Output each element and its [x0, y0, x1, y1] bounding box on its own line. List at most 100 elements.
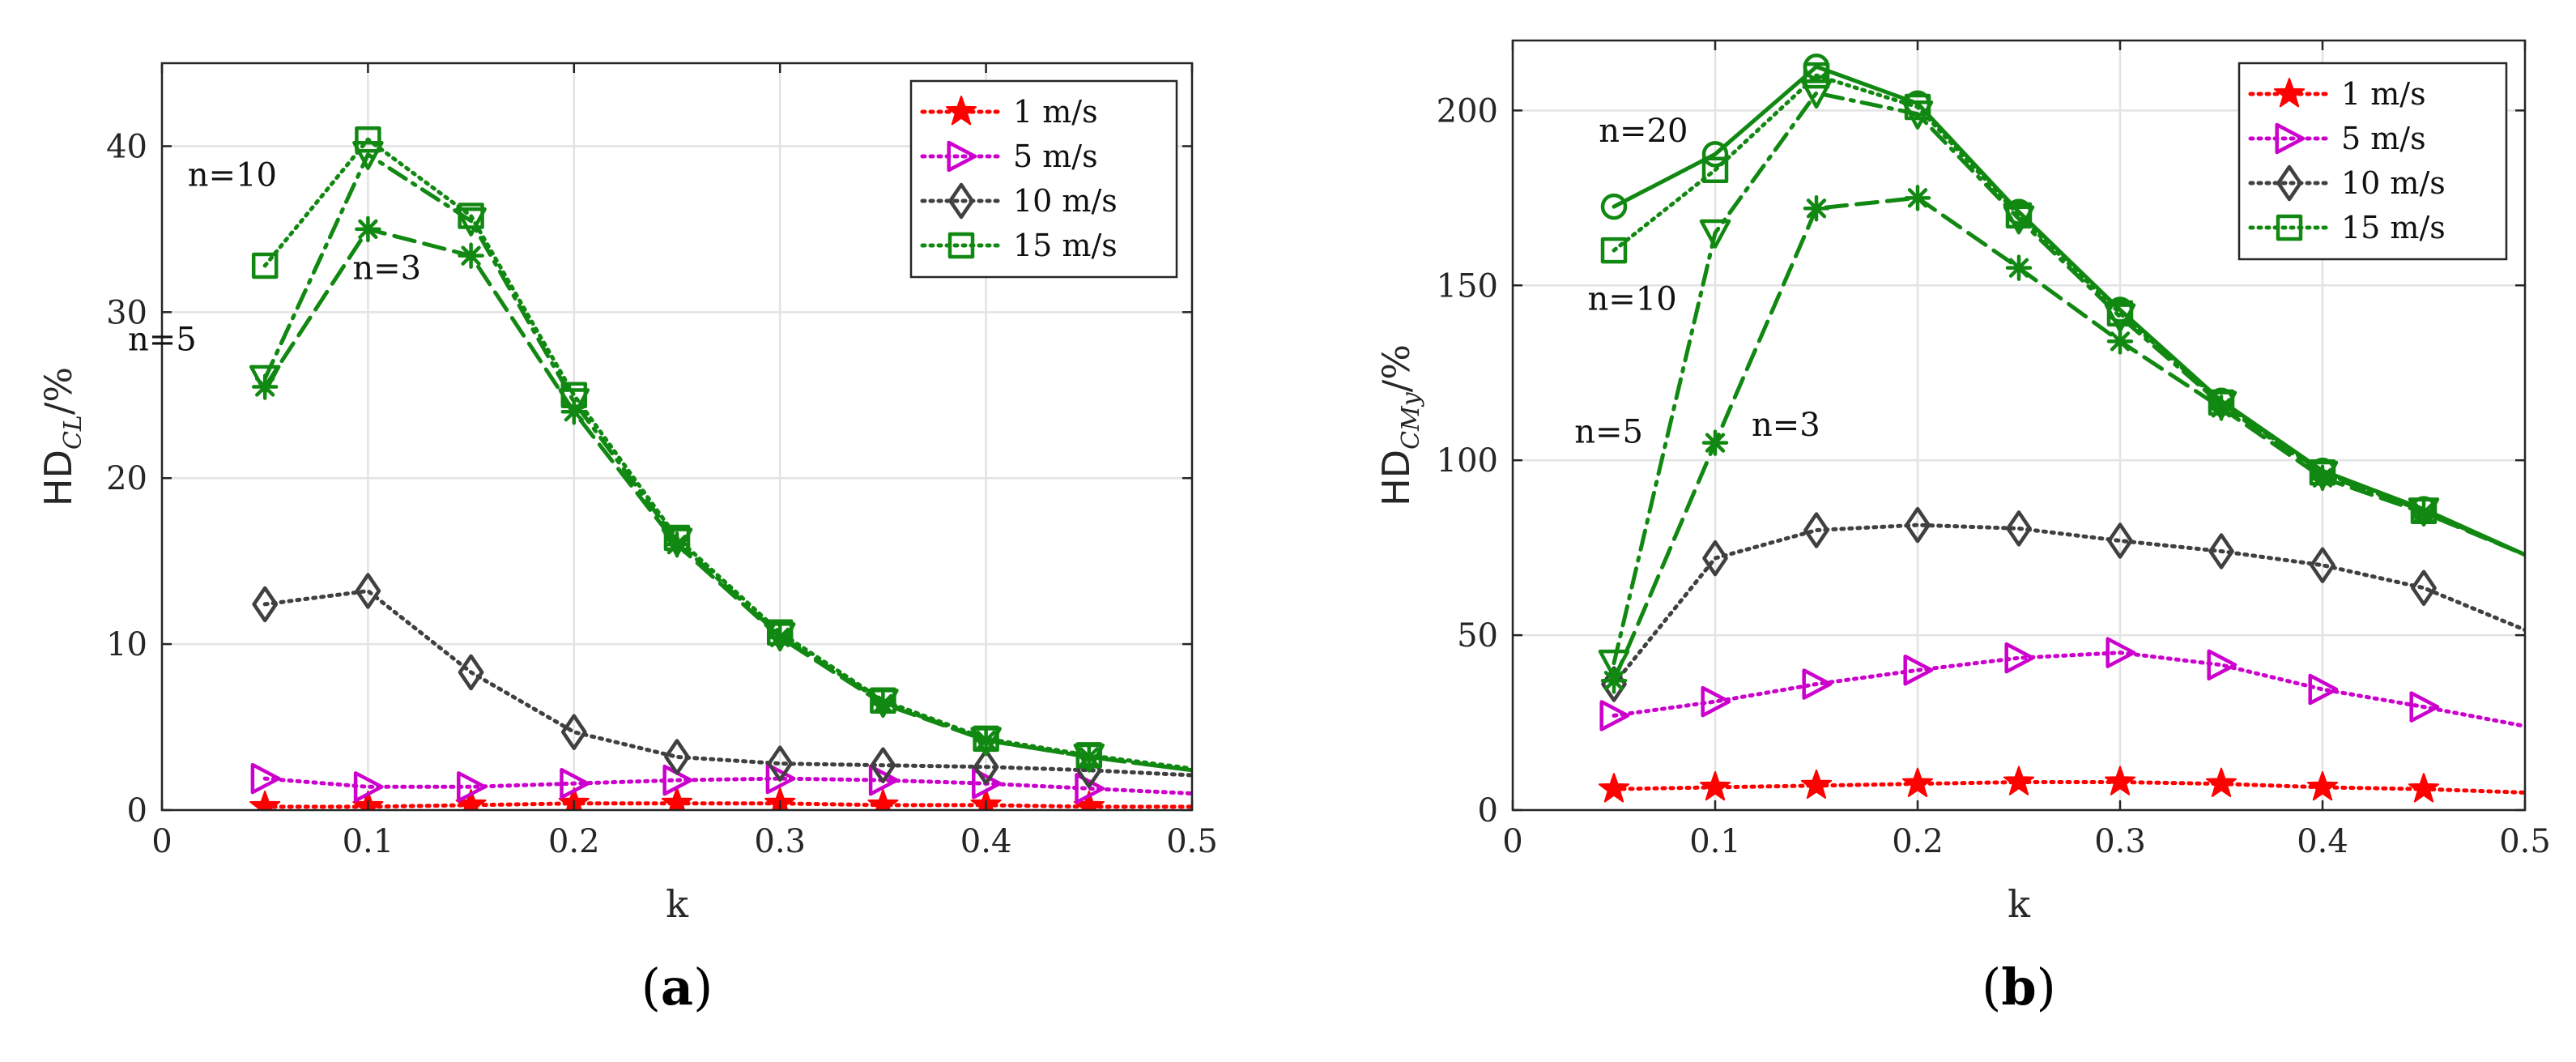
- legend-marker-1: [947, 140, 977, 173]
- panel-label: (b): [1982, 958, 2056, 1017]
- x-tick-label: 0.4: [2297, 823, 2348, 860]
- data-point-3-1: [355, 126, 381, 153]
- legend-marker-3: [947, 232, 975, 259]
- data-point-1-0: [1599, 700, 1630, 731]
- data-point-2-6: [2208, 533, 2234, 569]
- y-tick-label: 150: [1437, 267, 1498, 305]
- legend-marker-0: [945, 96, 977, 126]
- data-point-5-2: [1800, 79, 1833, 109]
- legend-label-0: 1 m/s: [1013, 94, 1098, 130]
- x-tick-label: 0.2: [1892, 823, 1944, 860]
- series-line-5: [1612, 91, 2525, 666]
- data-point-2-0: [1601, 666, 1627, 702]
- data-point-5-5: [766, 624, 794, 651]
- data-point-0-4: [2003, 766, 2035, 795]
- data-point-2-6: [870, 747, 896, 783]
- annotation: n=5: [1574, 414, 1643, 451]
- data-point-1-5: [2106, 637, 2136, 668]
- data-point-1-6: [868, 764, 899, 796]
- y-tick-label: 20: [106, 460, 147, 497]
- legend-label-2: 10 m/s: [1013, 183, 1118, 219]
- y-tick-label: 50: [1457, 617, 1498, 655]
- chart-panel-a: 0 0.1 0.2 0.3 0.4 0.5 0 10 20 30 40 k HDCL/% n=10 n=3 n…: [36, 62, 1218, 1017]
- y-tick-label: 100: [1437, 442, 1498, 480]
- data-point-2-1: [1702, 540, 1728, 577]
- data-point-5-3: [1901, 100, 1934, 130]
- data-point-5-2: [458, 242, 484, 269]
- legend-marker-1: [2275, 122, 2306, 155]
- legend-label-2: 10 m/s: [2341, 165, 2446, 201]
- y-tick-label: 10: [106, 626, 147, 663]
- data-point-3-1: [1701, 141, 1729, 168]
- x-axis-label: k: [2008, 882, 2031, 926]
- data-point-1-3: [560, 767, 590, 800]
- data-point-0-8: [2408, 773, 2440, 803]
- data-point-6-7: [2309, 464, 2336, 492]
- data-point-5-4: [663, 531, 691, 558]
- data-point-1-2: [457, 771, 487, 803]
- annotation: n=20: [1599, 113, 1688, 150]
- data-point-2-3: [1905, 506, 1931, 544]
- data-point-2-7: [2310, 547, 2335, 583]
- axes-box: [160, 62, 1194, 812]
- series-line-1: [262, 776, 1192, 795]
- data-point-1-4: [2004, 642, 2035, 674]
- legend-label-3: 15 m/s: [1013, 228, 1118, 263]
- series-line-2: [262, 589, 1192, 778]
- data-point-4-4: [661, 527, 693, 557]
- series-line-3: [262, 137, 1192, 771]
- data-point-6-6: [2208, 395, 2235, 421]
- data-point-2-3: [560, 714, 587, 750]
- data-point-5-1: [1699, 219, 1731, 249]
- data-point-0-5: [2104, 766, 2136, 795]
- annotation: n=3: [352, 250, 421, 287]
- series-line-0: [262, 801, 1192, 809]
- data-point-5-0: [251, 373, 279, 400]
- annotation: n=10: [188, 157, 277, 194]
- data-point-0-6: [2205, 767, 2238, 797]
- data-point-0-7: [2306, 770, 2339, 801]
- legend: 1 m/s 5 m/s 10 m/s 15 m/s: [2238, 62, 2508, 261]
- legend-marker-2: [2276, 164, 2302, 202]
- data-point-2-8: [2411, 569, 2437, 607]
- data-point-5-1: [355, 215, 381, 243]
- axes-box: [1511, 39, 2527, 812]
- data-point-1-5: [765, 762, 796, 795]
- data-point-4-2: [1803, 62, 1830, 89]
- data-point-1-8: [2409, 691, 2440, 723]
- data-point-0-1: [1699, 770, 1731, 801]
- data-point-2-1: [355, 573, 381, 609]
- data-point-2-5: [2107, 522, 2133, 559]
- data-point-1-7: [2308, 673, 2339, 706]
- data-point-0-0: [1598, 773, 1630, 803]
- data-point-5-7: [2306, 460, 2339, 490]
- data-point-2-0: [252, 586, 279, 623]
- data-point-5-8: [1075, 744, 1103, 770]
- data-point-4-0: [1600, 237, 1628, 264]
- legend-marker-3: [2276, 214, 2303, 241]
- x-tick-label: 0: [151, 823, 172, 860]
- x-tick-label: 0.4: [960, 823, 1012, 860]
- series-line-6: [1612, 195, 2525, 683]
- data-point-0-0: [249, 790, 281, 810]
- y-tick-label: 0: [1478, 792, 1498, 830]
- y-tick-label: 200: [1437, 92, 1498, 130]
- y-tick-label: 0: [127, 792, 147, 830]
- y-axis-label: HDCL/%: [36, 367, 87, 506]
- legend-label-3: 15 m/s: [2341, 210, 2446, 245]
- data-point-6-2: [1803, 195, 1830, 222]
- x-tick-label: 0.3: [754, 823, 806, 860]
- series-line-5: [262, 227, 1192, 773]
- series-group: [249, 126, 1192, 810]
- data-point-5-4: [2003, 205, 2035, 235]
- data-point-5-3: [560, 399, 588, 425]
- data-point-0-2: [1800, 769, 1833, 800]
- annotation: n=5: [128, 321, 197, 358]
- annotation: n=3: [1752, 407, 1820, 444]
- data-point-5-5: [2104, 303, 2136, 333]
- data-point-1-3: [1903, 655, 1934, 686]
- data-point-6-4: [2005, 254, 2033, 281]
- data-point-2-4: [664, 739, 690, 775]
- series-line-0: [1612, 780, 2525, 795]
